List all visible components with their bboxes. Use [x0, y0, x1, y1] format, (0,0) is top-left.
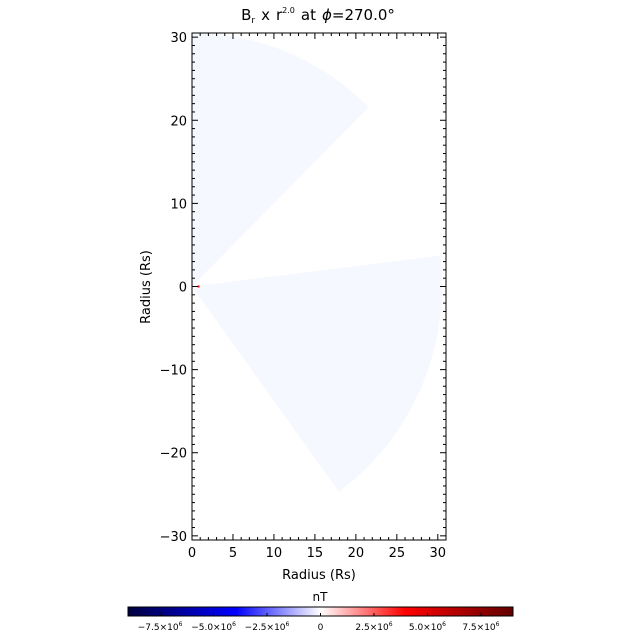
colorbar-label: nT [313, 590, 329, 604]
y-tick-label: 30 [170, 31, 187, 46]
x-axis: 0 5 10 15 20 25 30 [188, 33, 447, 561]
colorbar-ticks: −7.5×106 −5.0×106 −2.5×106 0 2.5×106 5.0×106 7… [138, 613, 500, 633]
colorbar-tick-label: −5.0×106 [191, 621, 236, 633]
y-axis-label: Radius (Rs) [139, 250, 154, 324]
colorbar-tick-label: −2.5×106 [245, 621, 290, 633]
y-axis: 30 20 10 0 −10 −20 −30 [160, 31, 446, 545]
chart-title: Br x r2.0 at ϕ=270.0° [241, 6, 395, 26]
x-axis-label: Radius (Rs) [282, 568, 356, 583]
x-tick-label: 20 [348, 546, 365, 561]
field-region-upper [192, 33, 369, 287]
y-tick-label: 0 [179, 281, 187, 296]
origin-marker [197, 285, 200, 288]
colorbar-tick-label: 5.0×106 [409, 621, 446, 633]
x-tick-label: 10 [266, 546, 283, 561]
y-tick-label: −20 [160, 447, 187, 462]
colorbar-tick-label: 0 [318, 623, 324, 633]
field-region-lower [192, 255, 442, 492]
colorbar-tick-label: 7.5×106 [462, 621, 499, 633]
x-tick-label: 0 [188, 546, 196, 561]
x-tick-label: 25 [389, 546, 406, 561]
x-tick-label: 15 [307, 546, 324, 561]
y-tick-label: −10 [160, 364, 187, 379]
colorbar-tick-label: 2.5×106 [355, 621, 392, 633]
y-tick-label: 20 [170, 114, 187, 129]
x-tick-label: 30 [430, 546, 447, 561]
x-tick-label: 5 [229, 546, 237, 561]
y-tick-label: −30 [160, 530, 187, 545]
colorbar-tick-label: −7.5×106 [138, 621, 183, 633]
y-tick-label: 10 [170, 197, 187, 212]
